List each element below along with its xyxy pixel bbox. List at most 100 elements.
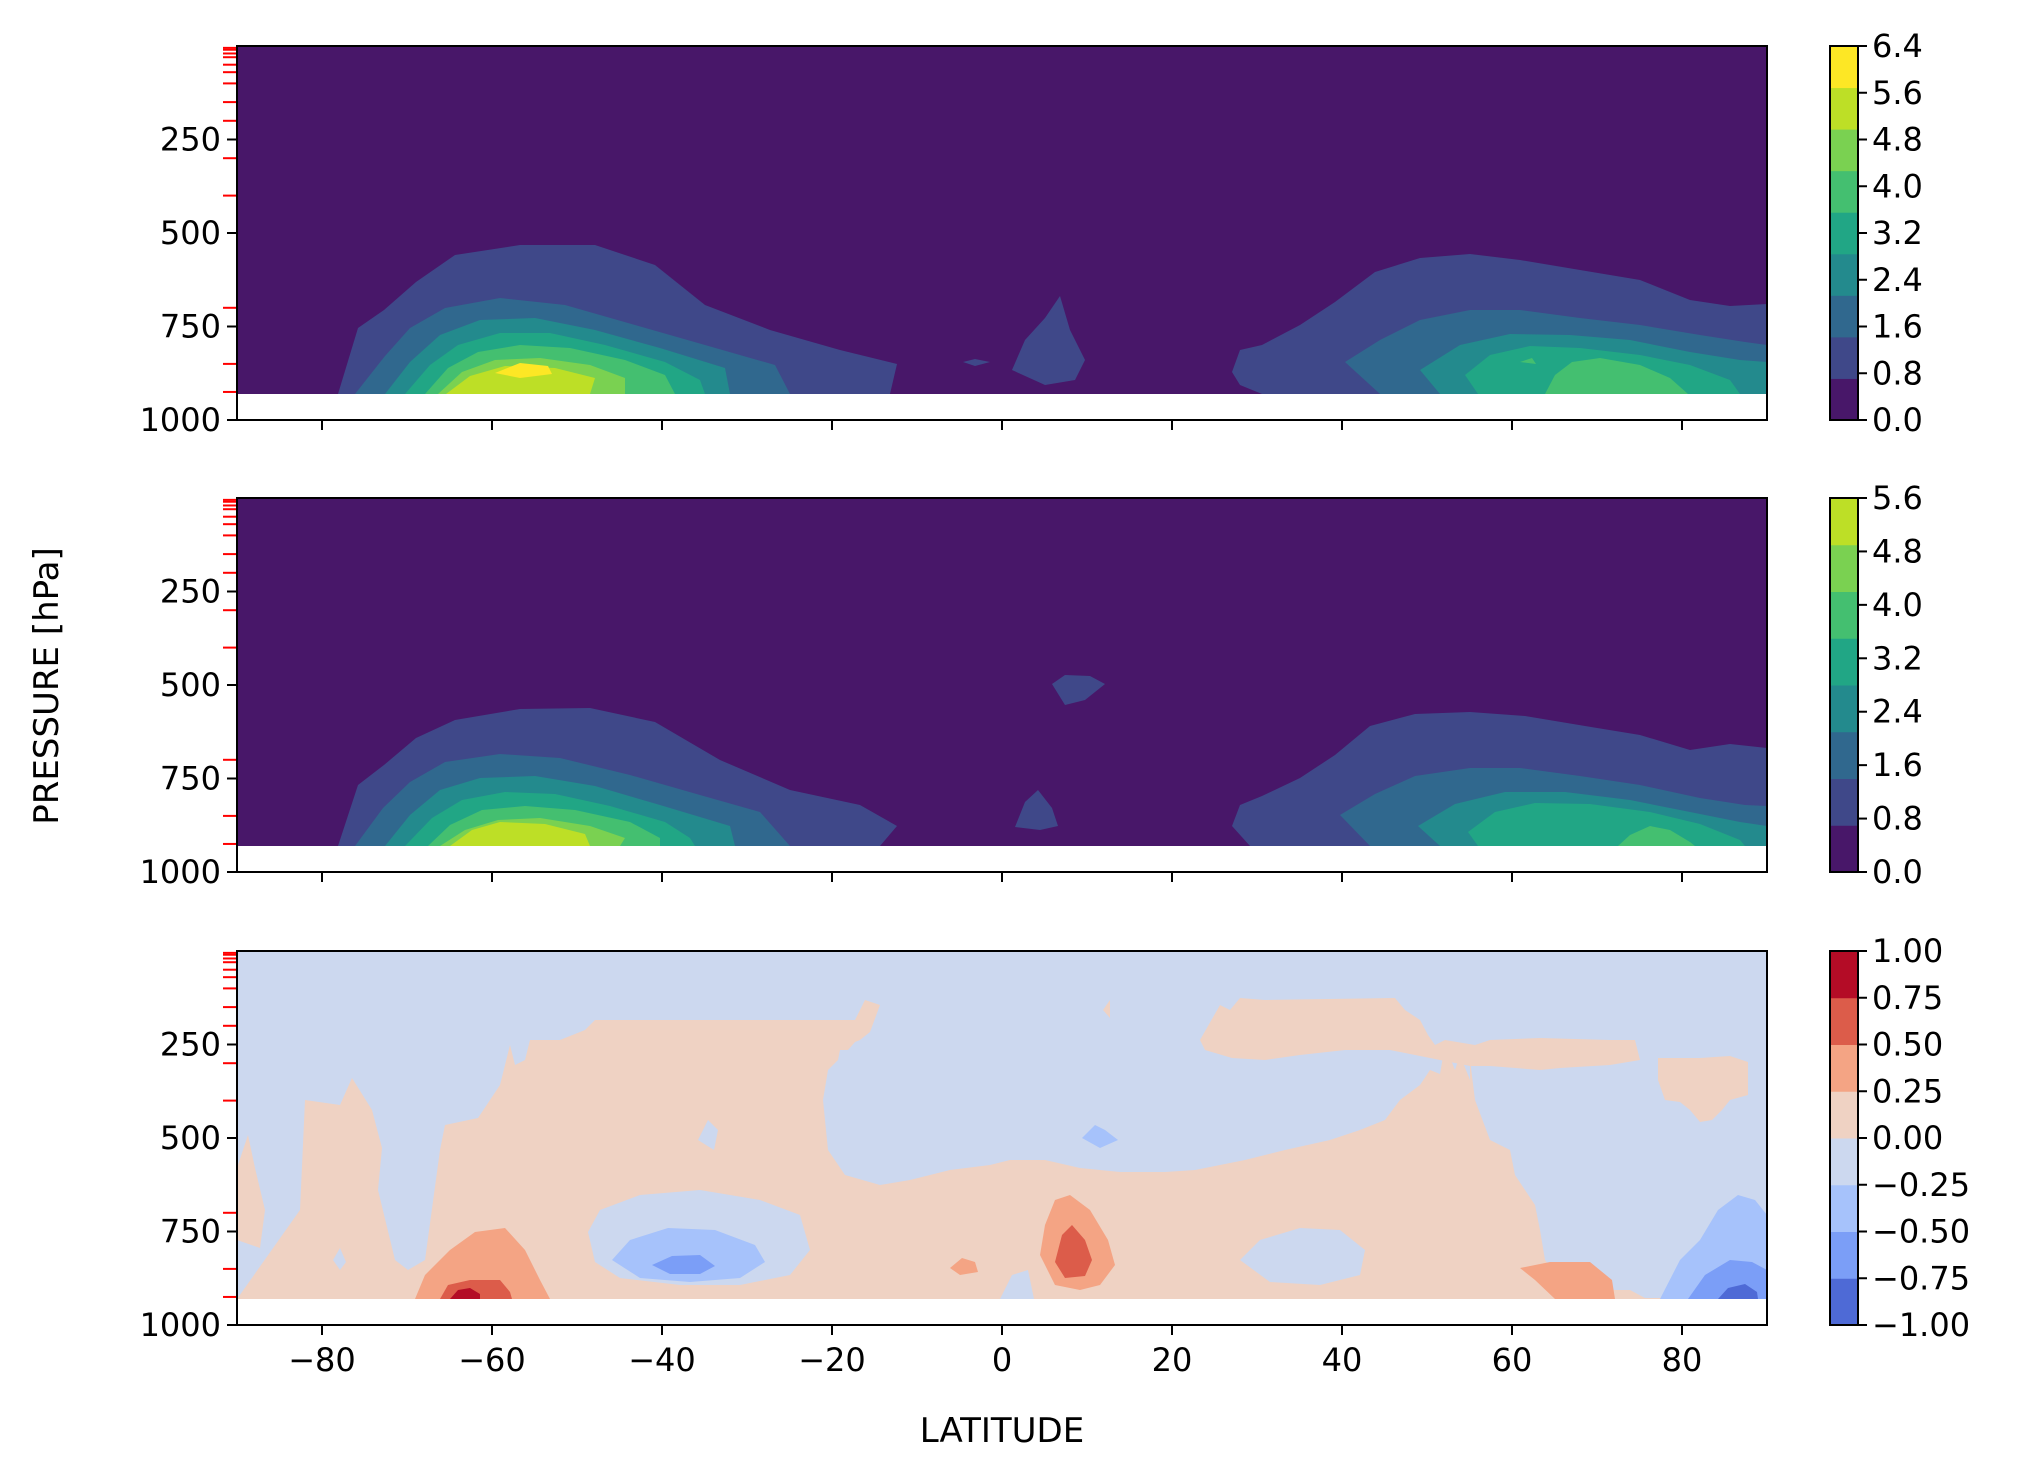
y-axis-label: PRESSURE [hPa] <box>27 547 67 824</box>
colorbar-tick-label: 1.00 <box>1872 932 1943 970</box>
panel-top-contours <box>237 46 1767 394</box>
colorbar-band <box>1830 1091 1858 1139</box>
x-tick-label: 20 <box>1152 1341 1193 1379</box>
colorbar-band <box>1830 951 1858 999</box>
colorbar-band <box>1830 638 1858 686</box>
colorbar-tick-label: 4.0 <box>1872 167 1923 205</box>
contour-fill <box>450 822 590 846</box>
contour-fill <box>1052 675 1105 705</box>
panel-top-level-markers <box>223 46 236 393</box>
colorbar-band <box>1830 1044 1858 1092</box>
colorbar-band <box>1830 825 1858 873</box>
x-tick-label: 0 <box>992 1341 1012 1379</box>
colorbar-band <box>1830 212 1858 255</box>
y-tick-label: 250 <box>160 121 221 159</box>
contour-fill <box>333 1248 346 1270</box>
colorbar-tick-label: 4.8 <box>1872 532 1923 570</box>
contour-fill <box>1520 358 1536 364</box>
panel-bottom: 250 500 750 1000 −80 −60 −40 −20 0 20 40 60 80 −1.00… <box>140 932 1971 1379</box>
contour-fill <box>1012 296 1085 385</box>
colorbar-band <box>1830 87 1858 130</box>
contour-fill <box>1658 1056 1748 1122</box>
y-tick-label: 250 <box>160 573 221 611</box>
colorbar-band <box>1830 378 1858 421</box>
contour-fill <box>1000 1270 1034 1299</box>
contour-fill <box>652 1255 715 1274</box>
colorbar-band <box>1830 731 1858 779</box>
colorbar-band <box>1830 997 1858 1045</box>
colorbar-tick-label: 0.8 <box>1872 800 1923 838</box>
colorbar-bottom <box>1830 951 1858 1326</box>
colorbar-tick-label: 4.0 <box>1872 586 1923 624</box>
colorbar-tick-label: −0.25 <box>1872 1166 1970 1204</box>
colorbar-band <box>1830 295 1858 338</box>
x-tick-label: 40 <box>1322 1341 1363 1379</box>
contour-fill <box>1718 1284 1758 1299</box>
y-tick-label: 500 <box>160 1119 221 1157</box>
colorbar-band <box>1830 1184 1858 1232</box>
y-tick-label: 750 <box>160 308 221 346</box>
x-tick-label: −60 <box>458 1341 526 1379</box>
colorbar-tick-label: 3.2 <box>1872 639 1923 677</box>
contour-fill <box>1055 1225 1092 1278</box>
contour-fill <box>450 1288 480 1299</box>
colorbar-band <box>1830 685 1858 733</box>
colorbar-tick-label: 1.6 <box>1872 746 1923 784</box>
panel-top: 250 500 750 1000 0.0 0.8 1.6 2.4 3.2 4.0 4.8 5.6 6.… <box>140 27 1923 439</box>
panel-bottom-contours <box>237 951 1767 1299</box>
panel-middle-contours <box>237 498 1767 846</box>
y-tick-label: 1000 <box>140 401 221 439</box>
contour-fill <box>1618 826 1695 846</box>
y-tick-label: 1000 <box>140 1306 221 1344</box>
contour-fill <box>1200 998 1640 1070</box>
colorbar-tick-label: 2.4 <box>1872 693 1923 731</box>
below-surface-gap <box>237 846 1767 872</box>
contour-fill <box>698 1120 718 1150</box>
panel-middle-level-markers <box>223 498 236 845</box>
colorbar-frame <box>1829 497 1859 873</box>
colorbar-middle <box>1830 498 1858 873</box>
y-tick-label: 1000 <box>140 853 221 891</box>
y-tick-label: 500 <box>160 666 221 704</box>
x-axis-label: LATITUDE <box>920 1411 1084 1451</box>
contour-fill <box>1015 790 1058 830</box>
colorbar-tick-label: −0.50 <box>1872 1213 1970 1251</box>
contour-fill <box>963 359 990 366</box>
colorbar-band <box>1830 778 1858 826</box>
colorbar-band <box>1830 1231 1858 1279</box>
y-tick-label: 750 <box>160 760 221 798</box>
colorbar-tick-label: 0.0 <box>1872 401 1923 439</box>
colorbar-tick-label: 0.8 <box>1872 354 1923 392</box>
contour-fill <box>1082 1125 1118 1148</box>
panel-bottom-level-markers <box>223 951 236 1298</box>
contour-fill <box>1545 358 1688 394</box>
panel-middle: 250 500 750 1000 0.0 0.8 1.6 2.4 3.2 4.0 4.8 5.6 <box>140 479 1923 891</box>
colorbar-band <box>1830 129 1858 172</box>
contour-fill <box>415 1228 550 1299</box>
contour-fill <box>1103 1000 1110 1018</box>
colorbar-band <box>1830 46 1858 89</box>
x-tick-label: −80 <box>288 1341 356 1379</box>
colorbar-tick-label: 0.00 <box>1872 1119 1943 1157</box>
colorbar-tick-label: 4.8 <box>1872 121 1923 159</box>
contour-fill <box>950 1258 978 1275</box>
colorbar-tick-label: 2.4 <box>1872 261 1923 299</box>
panel-bottom-ticks: 250 500 750 1000 −80 −60 −40 −20 0 20 40 60 80 <box>140 1026 1703 1380</box>
contour-fill <box>1520 1262 1615 1299</box>
colorbar-band <box>1830 591 1858 639</box>
colorbar-tick-label: 3.2 <box>1872 214 1923 252</box>
colorbar-tick-label: 1.6 <box>1872 308 1923 346</box>
colorbar-tick-label: −0.75 <box>1872 1259 1970 1297</box>
colorbar-tick-label: 5.6 <box>1872 479 1923 517</box>
colorbar-top <box>1830 46 1858 421</box>
colorbar-band <box>1830 253 1858 296</box>
x-tick-label: 60 <box>1492 1341 1533 1379</box>
colorbar-band <box>1830 1138 1858 1186</box>
x-tick-label: −20 <box>798 1341 866 1379</box>
colorbar-tick-label: 0.75 <box>1872 979 1943 1017</box>
panel-middle-ticks: 250 500 750 1000 <box>140 573 1683 891</box>
colorbar-middle-ticks: 0.0 0.8 1.6 2.4 3.2 4.0 4.8 5.6 <box>1858 479 1923 891</box>
y-tick-label: 500 <box>160 214 221 252</box>
contour-fill <box>495 363 552 378</box>
